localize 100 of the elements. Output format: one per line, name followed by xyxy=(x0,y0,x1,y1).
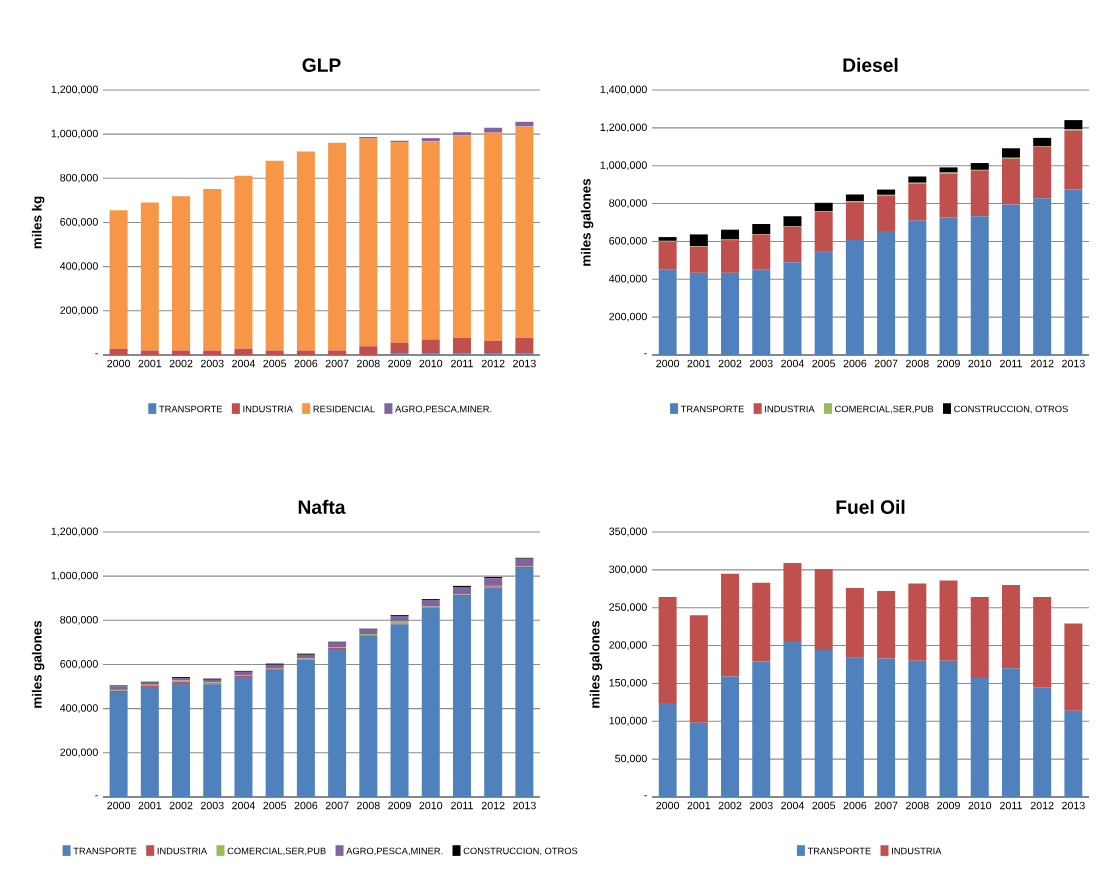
legend-label: RESIDENCIAL xyxy=(313,405,375,413)
x-tick-label: 2005 xyxy=(812,801,836,810)
legend-label: CONSTRUCCION, OTROS xyxy=(954,405,1068,414)
x-tick-label: 2004 xyxy=(232,801,256,810)
x-tick-label: 2011 xyxy=(1000,359,1022,368)
x-tick-label: 2009 xyxy=(937,801,960,810)
x-tick-label: 2008 xyxy=(357,359,380,368)
x-tick-label: 2006 xyxy=(294,359,318,368)
x-tick-label: 2001 xyxy=(687,801,711,810)
y-tick-label: 1,200,000 xyxy=(600,123,647,133)
chart-title: GLP xyxy=(302,58,341,72)
y-tick-label: 350,000 xyxy=(609,527,647,537)
x-tick-label: 2010 xyxy=(968,801,992,810)
y-tick-label: - xyxy=(644,795,647,797)
x-tick-label: 2010 xyxy=(419,359,443,368)
y-tick-label: 1,200,000 xyxy=(51,527,98,537)
legend-label: CONSTRUCCION, OTROS xyxy=(463,847,578,856)
y-tick-label: 400,000 xyxy=(59,262,98,272)
y-axis-title: miles galones xyxy=(589,620,603,708)
y-axis-title: miles kg xyxy=(31,196,45,249)
x-tick-label: 2011 xyxy=(451,359,473,368)
x-tick-label: 2001 xyxy=(138,359,162,368)
x-tick-label: 2007 xyxy=(325,801,349,810)
x-tick-label: 2012 xyxy=(1030,801,1054,810)
x-tick-label: 2006 xyxy=(294,801,318,810)
y-tick-label: 800,000 xyxy=(60,173,98,183)
y-tick-label: 400,000 xyxy=(608,274,647,284)
x-tick-label: 2008 xyxy=(357,801,380,810)
x-tick-label: 2005 xyxy=(263,801,287,810)
x-tick-label: 2007 xyxy=(325,359,349,368)
x-tick-label: 2013 xyxy=(1062,359,1085,368)
legend-label: TRANSPORTE xyxy=(807,847,871,855)
x-tick-label: 2002 xyxy=(718,359,742,368)
legend-label: INDUSTRIA xyxy=(892,847,942,855)
y-tick-label: 1,400,000 xyxy=(600,85,647,95)
x-tick-label: 2006 xyxy=(843,801,867,810)
y-tick-label: 200,000 xyxy=(609,312,647,322)
x-tick-label: 2000 xyxy=(656,359,680,368)
x-tick-label: 2008 xyxy=(906,359,929,368)
legend-label: INDUSTRIA xyxy=(243,405,293,413)
y-tick-label: 50,000 xyxy=(615,754,647,764)
y-tick-label: 1,000,000 xyxy=(600,161,647,171)
legend-label: INDUSTRIA xyxy=(765,405,815,413)
y-tick-label: 400,000 xyxy=(59,704,98,714)
x-tick-label: 2007 xyxy=(874,801,898,810)
x-tick-label: 2002 xyxy=(169,801,193,810)
x-tick-label: 2005 xyxy=(263,359,287,368)
legend-label: COMERCIAL,SER,PUB xyxy=(227,847,326,856)
y-axis-title: miles galones xyxy=(31,620,45,708)
y-tick-label: 200,000 xyxy=(60,748,98,758)
x-tick-label: 2009 xyxy=(388,359,411,368)
x-tick-label: 2013 xyxy=(1062,801,1085,810)
x-tick-label: 2013 xyxy=(513,801,536,810)
x-tick-label: 2004 xyxy=(781,801,805,810)
x-tick-label: 2001 xyxy=(138,801,162,810)
x-tick-label: 2012 xyxy=(481,801,505,810)
x-tick-label: 2007 xyxy=(874,359,898,368)
y-tick-label: 1,000,000 xyxy=(51,129,98,139)
y-tick-label: 800,000 xyxy=(609,199,647,208)
x-tick-label: 2000 xyxy=(656,801,680,810)
legend-label: TRANSPORTE xyxy=(680,405,744,413)
legend-label: INDUSTRIA xyxy=(157,847,208,855)
y-tick-label: 600,000 xyxy=(60,660,98,669)
legend-label: TRANSPORTE xyxy=(73,847,137,855)
x-tick-label: 2009 xyxy=(937,359,960,368)
chart-title: Fuel Oil xyxy=(836,499,905,514)
x-tick-label: 2010 xyxy=(419,801,443,810)
y-tick-label: 250,000 xyxy=(609,603,647,613)
y-tick-label: 600,000 xyxy=(609,237,647,246)
x-tick-label: 2012 xyxy=(481,359,505,368)
y-tick-label: 600,000 xyxy=(60,218,98,227)
x-tick-label: 2001 xyxy=(687,359,711,368)
chart-title: Diesel xyxy=(843,57,898,72)
y-tick-label: - xyxy=(644,353,647,355)
x-tick-label: 2008 xyxy=(906,801,929,810)
y-tick-label: 1,000,000 xyxy=(51,571,98,581)
x-tick-label: 2000 xyxy=(107,801,131,810)
x-tick-label: 2013 xyxy=(513,359,536,368)
y-tick-label: - xyxy=(95,353,98,355)
x-tick-label: 2002 xyxy=(169,359,193,368)
x-tick-label: 2003 xyxy=(200,359,224,368)
x-tick-label: 2000 xyxy=(107,359,131,368)
x-tick-label: 2012 xyxy=(1030,359,1054,368)
y-tick-label: 300,000 xyxy=(609,565,647,575)
x-tick-label: 2002 xyxy=(718,801,742,810)
y-tick-label: 150,000 xyxy=(609,679,647,688)
x-tick-label: 2011 xyxy=(451,801,473,810)
y-tick-label: 800,000 xyxy=(60,615,98,625)
x-tick-label: 2011 xyxy=(1000,801,1022,810)
x-tick-label: 2003 xyxy=(749,801,773,810)
legend-label: AGRO,PESCA,MINER. xyxy=(346,847,443,856)
x-tick-label: 2003 xyxy=(749,359,773,368)
x-tick-label: 2006 xyxy=(843,359,867,368)
x-tick-label: 2004 xyxy=(232,359,256,368)
y-tick-label: - xyxy=(95,795,98,797)
legend-label: COMERCIAL,SER,PUB xyxy=(835,405,934,414)
legend-label: TRANSPORTE xyxy=(159,405,223,413)
y-axis-title: miles galones xyxy=(580,178,594,266)
y-tick-label: 200,000 xyxy=(60,306,98,316)
y-tick-label: 200,000 xyxy=(609,641,647,650)
